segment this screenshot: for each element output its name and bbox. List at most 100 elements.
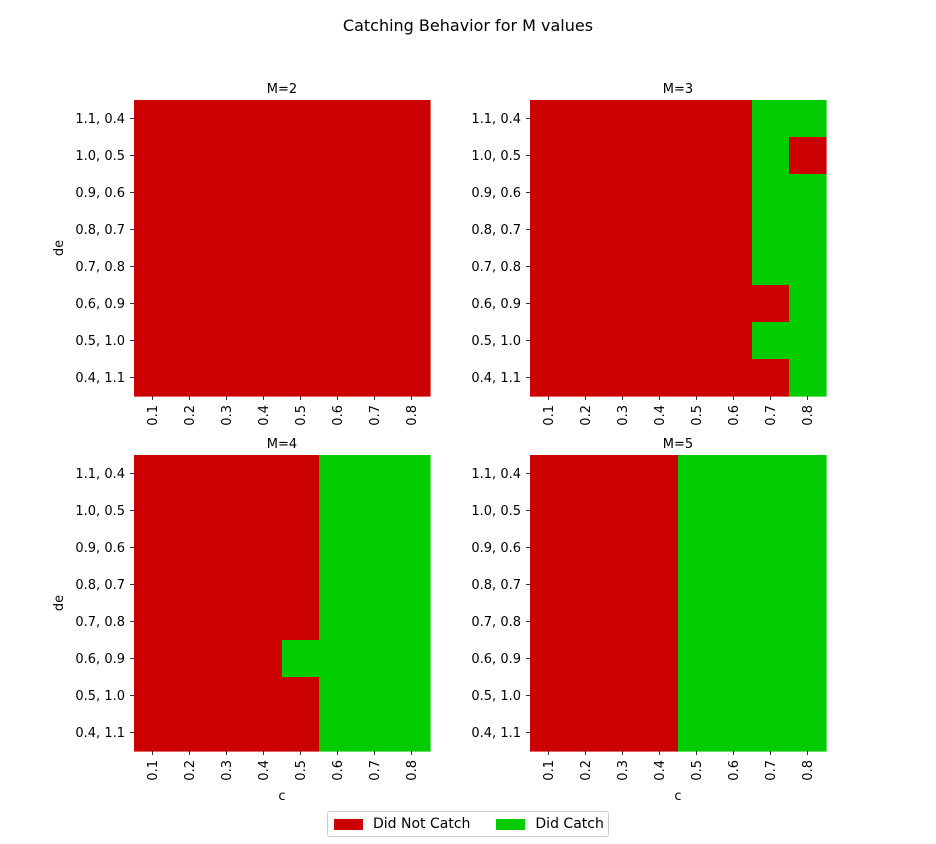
heatmap-cell (715, 529, 753, 567)
heatmap-cell (789, 714, 827, 752)
heatmap-cell (356, 322, 394, 360)
heatmap-cell (356, 640, 394, 678)
heatmap-cell (530, 285, 568, 323)
x-tick-label: 0.7 (764, 760, 779, 781)
heatmap-cell (604, 248, 642, 286)
x-tick-label: 0.4 (257, 405, 272, 426)
y-tick-label: 0.5, 1.0 (471, 334, 521, 349)
heatmap-cell (567, 603, 605, 641)
x-tick-label: 0.8 (801, 405, 816, 426)
heatmap-cell (282, 100, 320, 138)
heatmap-cell (356, 714, 394, 752)
panel-title: M=2 (267, 82, 297, 97)
heatmap-cell (356, 100, 394, 138)
legend-item-did-catch: Did Catch (496, 816, 604, 832)
heatmap-cell (752, 248, 790, 286)
heatmap-cell (789, 248, 827, 286)
heatmap-cell (208, 174, 246, 212)
y-tick-label: 1.0, 0.5 (75, 149, 125, 164)
heatmap-cell (208, 322, 246, 360)
heatmap-cell (530, 603, 568, 641)
heatmap-cell (245, 492, 283, 530)
heatmap-cell (567, 100, 605, 138)
heatmap-cell (752, 455, 790, 493)
heatmap-cell (604, 677, 642, 715)
heatmap-cell (393, 322, 431, 360)
heatmap-cell (245, 100, 283, 138)
y-tick-label: 0.8, 0.7 (75, 223, 125, 238)
heatmap-cell (356, 248, 394, 286)
heatmap-cell (678, 714, 716, 752)
heatmap-cell (134, 492, 172, 530)
y-tick-label: 0.4, 1.1 (471, 726, 521, 741)
heatmap-cell (678, 248, 716, 286)
heatmap-cell (604, 640, 642, 678)
heatmap-cell (641, 100, 679, 138)
heatmap-cell (752, 640, 790, 678)
y-tick-label: 0.9, 0.6 (75, 541, 125, 556)
heatmap-cell (567, 640, 605, 678)
heatmap-cell (282, 640, 320, 678)
heatmap-cell (567, 455, 605, 493)
heatmap-cell (678, 492, 716, 530)
heatmap-cell (208, 677, 246, 715)
heatmap-cell (530, 640, 568, 678)
heatmap-cell (393, 714, 431, 752)
heatmap-cell (567, 248, 605, 286)
heatmap-cell (319, 603, 357, 641)
heatmap-cell (752, 566, 790, 604)
heatmap-cell (715, 455, 753, 493)
heatmap-cell (715, 322, 753, 360)
heatmap-cell (789, 211, 827, 249)
x-tick-label: 0.6 (727, 405, 742, 426)
heatmap-cell (208, 359, 246, 397)
heatmap-cell (282, 285, 320, 323)
x-tick-label: 0.7 (368, 760, 383, 781)
heatmap-cell (319, 677, 357, 715)
heatmap-cell (678, 455, 716, 493)
heatmap-cell (282, 714, 320, 752)
heatmap-cell (641, 322, 679, 360)
heatmap-cell (208, 640, 246, 678)
x-tick-label: 0.1 (146, 405, 161, 426)
heatmap-cell (530, 492, 568, 530)
heatmap-cell (678, 322, 716, 360)
heatmap-cell (356, 137, 394, 175)
heatmap-cell (604, 100, 642, 138)
x-tick-label: 0.4 (257, 760, 272, 781)
panel-title: M=3 (663, 82, 693, 97)
heatmap-cell (245, 211, 283, 249)
y-tick-label: 0.5, 1.0 (471, 689, 521, 704)
heatmap-cell (641, 455, 679, 493)
heatmap-cell (641, 137, 679, 175)
y-tick-label: 0.9, 0.6 (471, 186, 521, 201)
heatmap-cell (393, 529, 431, 567)
x-tick-label: 0.1 (542, 405, 557, 426)
heatmap-cell (715, 566, 753, 604)
heatmap-cell (641, 285, 679, 323)
x-axis-label: c (674, 789, 681, 804)
heatmap-cell (678, 174, 716, 212)
heatmap-cell (208, 492, 246, 530)
y-tick-label: 1.1, 0.4 (471, 467, 521, 482)
heatmap-cell (604, 455, 642, 493)
heatmap-cell (530, 100, 568, 138)
heatmap-cell (319, 248, 357, 286)
x-tick-label: 0.5 (294, 760, 309, 781)
heatmap-cell (356, 174, 394, 212)
heatmap-cell (134, 640, 172, 678)
x-tick-label: 0.7 (368, 405, 383, 426)
heatmap-cell (752, 492, 790, 530)
y-tick-label: 0.5, 1.0 (75, 334, 125, 349)
y-axis-label: de (52, 240, 67, 256)
heatmap-cell (171, 640, 209, 678)
heatmap-cell (715, 211, 753, 249)
heatmap-cell (567, 677, 605, 715)
legend-swatch-did-not-catch (334, 818, 363, 830)
heatmap-cell (678, 603, 716, 641)
y-tick-label: 0.4, 1.1 (471, 371, 521, 386)
heatmap-cell (134, 211, 172, 249)
heatmap-cell (567, 285, 605, 323)
heatmap-cell (641, 529, 679, 567)
